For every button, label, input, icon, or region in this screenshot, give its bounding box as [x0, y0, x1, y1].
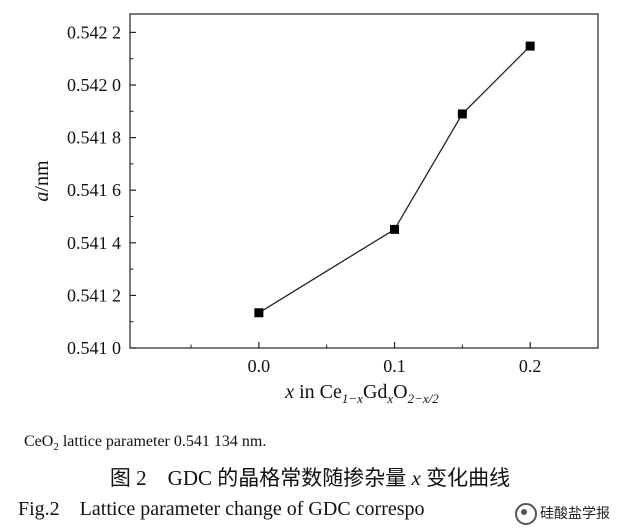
y-tick-label: 0.542 0 — [67, 75, 121, 95]
y-tick-label: 0.541 8 — [67, 128, 121, 148]
figure-note: CeO2 lattice parameter 0.541 134 nm. — [24, 433, 267, 453]
y-axis: 0.541 0 0.541 2 0.541 4 0.541 6 0.541 8 0.542… — [67, 22, 136, 358]
data-point — [390, 224, 400, 234]
data-point — [525, 41, 535, 51]
lattice-parameter-chart: 0.541 0 0.541 2 0.541 4 0.541 6 0.541 8 0.542… — [31, 13, 599, 406]
figure-caption-chinese: 图 2 GDC 的晶格常数随掺杂量 x 变化曲线 — [109, 466, 511, 490]
y-tick-label: 0.541 2 — [67, 285, 121, 305]
plot-frame — [129, 13, 599, 349]
data-points — [254, 41, 535, 318]
figure-caption-english: Fig.2 Lattice parameter change of GDC co… — [18, 498, 425, 520]
y-tick-label: 0.541 0 — [67, 338, 121, 358]
x-tick-label: 0.0 — [248, 356, 271, 376]
y-tick-label: 0.541 6 — [67, 180, 121, 200]
y-tick-label: 0.541 4 — [67, 233, 121, 253]
x-axis: 0.0 0.1 0.2 — [190, 342, 599, 376]
y-tick-label: 0.542 2 — [67, 22, 121, 42]
data-point — [457, 109, 467, 119]
y-axis-title: a/nm — [31, 160, 53, 202]
x-tick-label: 0.1 — [383, 356, 406, 376]
series-line — [258, 45, 531, 314]
x-tick-label: 0.2 — [519, 356, 542, 376]
data-point — [254, 308, 264, 318]
x-axis-title: x in Ce1−xGdxO2−x/2 — [284, 381, 439, 406]
journal-watermark: 硅酸盐学报 — [511, 502, 614, 526]
wechat-logo-icon — [515, 503, 537, 525]
